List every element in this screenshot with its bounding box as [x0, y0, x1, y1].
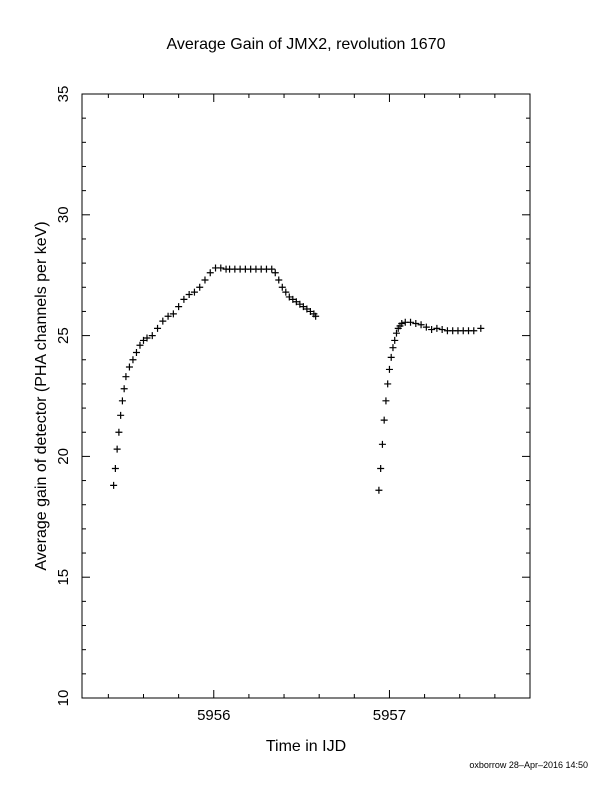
data-point [118, 397, 126, 405]
y-tick-label: 15 [55, 569, 72, 586]
data-point [125, 363, 133, 371]
data-point [115, 428, 123, 436]
data-point [120, 385, 128, 393]
data-point [422, 323, 430, 331]
data-point [417, 321, 425, 329]
data-point [312, 312, 320, 320]
data-point [117, 411, 125, 419]
data-point [380, 416, 388, 424]
footer-stamp: oxborrow 28–Apr–2016 14:50 [469, 760, 588, 770]
data-point [292, 298, 300, 306]
data-point [375, 486, 383, 494]
data-point [282, 288, 290, 296]
data-point [271, 269, 279, 277]
data-point [433, 324, 441, 332]
data-point [132, 349, 140, 357]
data-point [164, 312, 172, 320]
data-point [382, 397, 390, 405]
data-point [206, 269, 214, 277]
data-point [201, 276, 209, 284]
data-point [175, 303, 183, 311]
data-point [110, 481, 118, 489]
data-point [392, 329, 400, 337]
data-point [387, 353, 395, 361]
data-point [378, 440, 386, 448]
data-point [113, 445, 121, 453]
x-tick-label: 5957 [373, 707, 406, 724]
data-point [190, 288, 198, 296]
data-point [289, 295, 297, 303]
data-point [303, 305, 311, 313]
data-point [154, 324, 162, 332]
data-point [438, 326, 446, 334]
data-point [389, 344, 397, 352]
data-point [306, 307, 314, 315]
data-point [217, 264, 225, 272]
data-point [159, 317, 167, 325]
y-tick-label: 35 [55, 86, 72, 103]
data-point [169, 310, 177, 318]
y-tick-label: 20 [55, 448, 72, 465]
data-point [111, 464, 119, 472]
data-point [391, 336, 399, 344]
data-point [384, 380, 392, 388]
data-point [278, 283, 286, 291]
data-point [377, 464, 385, 472]
y-tick-label: 30 [55, 206, 72, 223]
x-tick-label: 5956 [197, 707, 230, 724]
data-point [385, 365, 393, 373]
data-point [180, 295, 188, 303]
data-point [122, 373, 130, 381]
chart-title: Average Gain of JMX2, revolution 1670 [166, 36, 446, 53]
data-point [296, 300, 304, 308]
data-point [285, 293, 293, 301]
data-point [185, 291, 193, 299]
data-point [412, 320, 420, 328]
data-point [136, 341, 144, 349]
data-point [299, 303, 307, 311]
data-point [407, 318, 415, 326]
data-point [148, 332, 156, 340]
data-point [129, 356, 137, 364]
data-point [477, 324, 485, 332]
y-tick-label: 10 [55, 690, 72, 707]
y-tick-label: 25 [55, 327, 72, 344]
data-point [196, 283, 204, 291]
data-point [139, 336, 147, 344]
x-axis-label: Time in IJD [265, 738, 347, 755]
plot-frame [81, 93, 531, 699]
data-point [275, 276, 283, 284]
data-point [398, 320, 406, 328]
data-point [470, 327, 478, 335]
data-point [268, 265, 276, 273]
data-point [143, 334, 151, 342]
data-point [428, 326, 436, 334]
